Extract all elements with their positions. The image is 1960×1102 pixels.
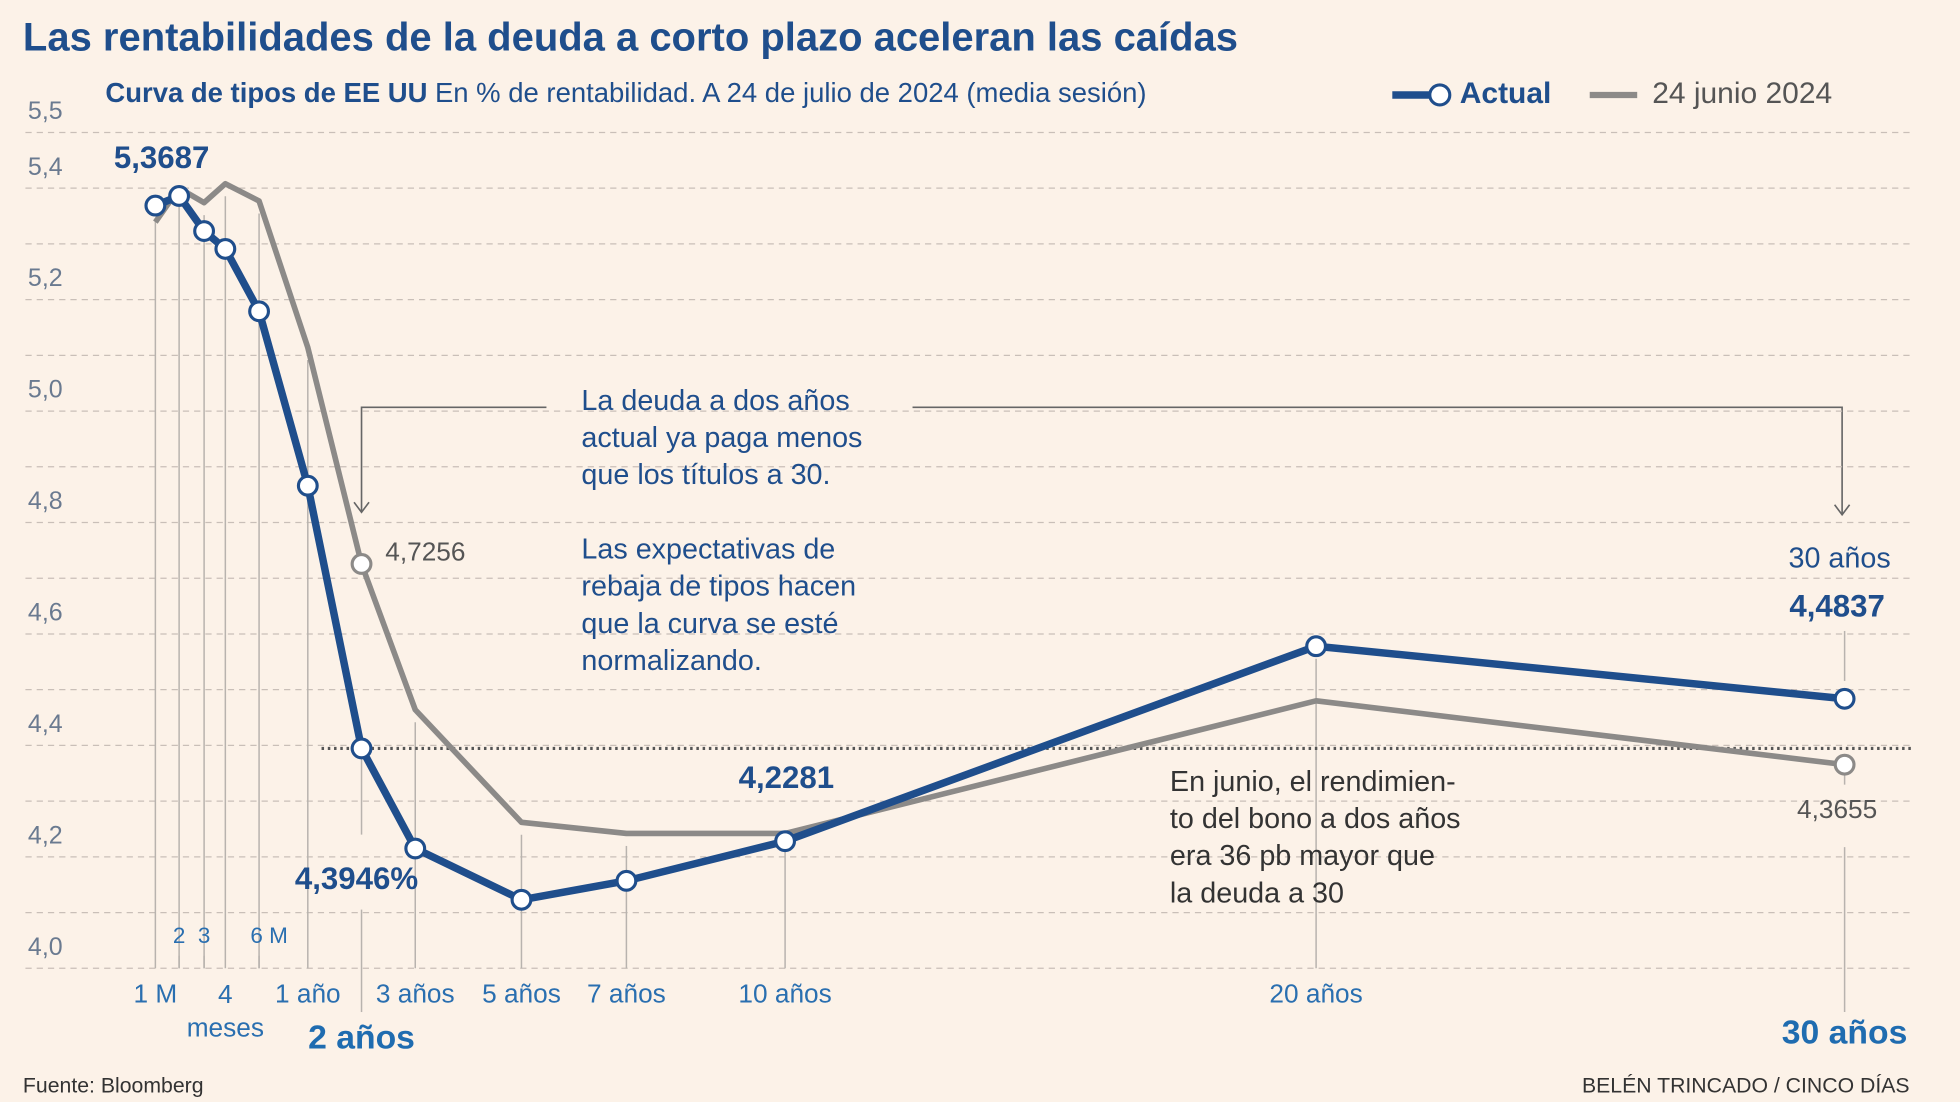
x-tick-label: 3 años bbox=[376, 979, 455, 1009]
credit: BELÉN TRINCADO / CINCO DÍAS bbox=[1582, 1073, 1910, 1098]
y-tick-label: 4,0 bbox=[28, 933, 63, 961]
x-tick-label: 30 años bbox=[1782, 1013, 1908, 1051]
point bbox=[1305, 635, 1328, 658]
data-label: 4,7256 bbox=[385, 536, 465, 566]
annotation: La deuda a dos años bbox=[581, 385, 849, 417]
arrow-head bbox=[1833, 504, 1851, 517]
y-tick-label: 4,2 bbox=[28, 821, 63, 849]
x-tick-label: 1 M bbox=[134, 979, 178, 1009]
data-label: 5,3687 bbox=[114, 140, 209, 175]
legend-marker bbox=[1428, 83, 1452, 107]
annotation: que la curva se esté bbox=[581, 608, 838, 640]
x-tick-label: 10 años bbox=[738, 979, 831, 1009]
data-label: 4,4837 bbox=[1789, 589, 1885, 624]
x-tick-label: 2 años bbox=[308, 1018, 415, 1056]
arrow-head bbox=[353, 501, 370, 514]
point bbox=[214, 237, 237, 260]
y-tick-label: 4,8 bbox=[28, 487, 63, 515]
x-tick-label: 1 año bbox=[275, 979, 341, 1009]
annotation: la deuda a 30 bbox=[1170, 877, 1344, 909]
subtitle-text: En % de rentabilidad. A 24 de julio de 2… bbox=[435, 77, 1147, 108]
point bbox=[168, 185, 191, 207]
annotation: En junio, el rendimien- bbox=[1170, 766, 1456, 798]
y-tick-label: 4,4 bbox=[28, 710, 63, 738]
subtitle-bold: Curva de tipos de EE UU bbox=[105, 77, 427, 108]
x-tick-label: 5 años bbox=[482, 979, 561, 1009]
y-tick-label: 5,0 bbox=[28, 376, 63, 404]
annotation: normalizando. bbox=[581, 645, 761, 677]
y-tick-label: 4,6 bbox=[28, 599, 63, 627]
x-tick-label: 2 bbox=[173, 923, 186, 948]
point bbox=[510, 888, 533, 911]
annotation: que los títulos a 30. bbox=[581, 459, 830, 491]
point bbox=[248, 300, 271, 323]
annotation: to del bono a dos años bbox=[1170, 803, 1461, 835]
x-tick-label: 3 bbox=[198, 923, 211, 948]
point bbox=[350, 553, 373, 575]
annotation: Las expectativas de bbox=[581, 534, 835, 566]
data-label: 4,3946% bbox=[295, 861, 418, 896]
x-tick-label: 20 años bbox=[1269, 979, 1362, 1009]
point bbox=[193, 220, 216, 243]
chart-title: Las rentabilidades de la deuda a corto p… bbox=[23, 16, 1238, 60]
point bbox=[296, 474, 319, 497]
point bbox=[774, 830, 797, 853]
y-tick-label: 5,4 bbox=[28, 153, 63, 181]
arrow-line bbox=[912, 406, 1843, 515]
annotation: 30 años bbox=[1789, 542, 1891, 574]
data-label: 4,2281 bbox=[739, 760, 835, 795]
data-label: 4,3655 bbox=[1797, 794, 1877, 824]
source: Fuente: Bloomberg bbox=[23, 1074, 204, 1098]
subtitle: Curva de tipos de EE UU En % de rentabili… bbox=[105, 77, 1146, 108]
legend-label: Actual bbox=[1460, 77, 1552, 110]
point bbox=[1833, 753, 1856, 776]
point bbox=[404, 837, 427, 860]
point bbox=[615, 869, 638, 892]
annotation: rebaja de tipos hacen bbox=[581, 571, 856, 603]
x-tick-label: 4 meses bbox=[187, 979, 264, 1043]
legend-label: 24 junio 2024 bbox=[1652, 77, 1832, 110]
arrow-line bbox=[360, 406, 547, 513]
annotation: actual ya paga menos bbox=[581, 422, 862, 454]
x-tick-label: 6 M bbox=[250, 923, 287, 948]
y-tick-label: 5,2 bbox=[28, 264, 63, 292]
point bbox=[350, 737, 373, 760]
point bbox=[144, 194, 167, 217]
annotation: era 36 pb mayor que bbox=[1170, 840, 1435, 872]
y-tick-label: 5,5 bbox=[28, 97, 63, 125]
x-tick-label: 7 años bbox=[587, 979, 666, 1009]
point bbox=[1833, 687, 1856, 710]
arrows bbox=[353, 406, 1851, 517]
